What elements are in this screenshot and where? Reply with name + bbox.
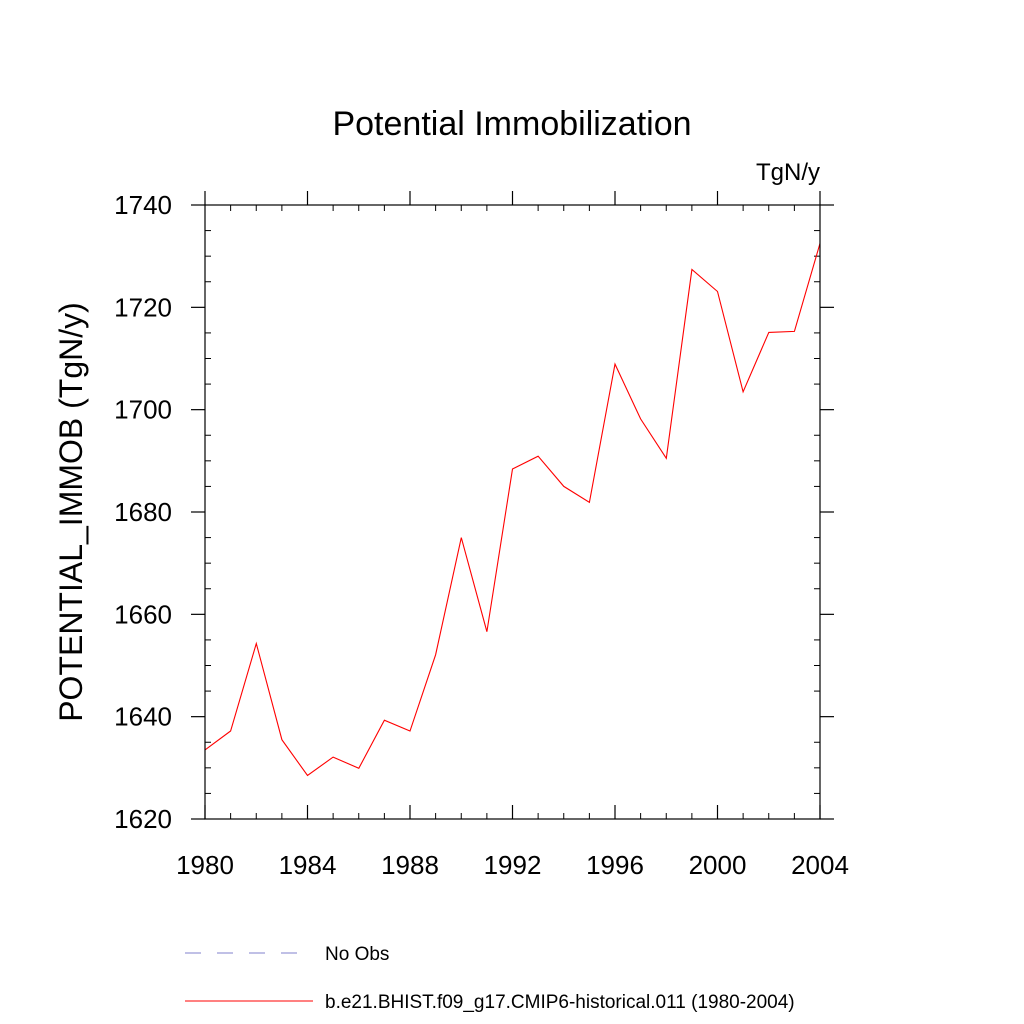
- x-tick-label: 1980: [176, 850, 234, 880]
- tick-labels: 1980 1984 1988 1992 1996 2000 2004 1620 1640 1660…: [114, 190, 849, 880]
- x-tick-label: 1988: [381, 850, 439, 880]
- y-tick-label: 1620: [114, 804, 172, 834]
- chart-title: Potential Immobilization: [332, 105, 691, 143]
- minor-ticks: [205, 205, 820, 819]
- series-layer: [204, 243, 821, 777]
- legend-label: No Obs: [325, 944, 389, 965]
- legend: No Obs b.e21.BHIST.f09_g17.CMIP6-historic…: [185, 944, 795, 1013]
- x-tick-label: 1984: [279, 850, 337, 880]
- major-ticks: [191, 191, 834, 820]
- plot-frame: [204, 204, 821, 820]
- y-tick-label: 1700: [114, 395, 172, 425]
- y-tick-label: 1740: [114, 190, 172, 220]
- x-tick-label: 2000: [689, 850, 747, 880]
- units-label: TgN/y: [756, 159, 820, 186]
- legend-label: b.e21.BHIST.f09_g17.CMIP6-historical.011…: [325, 992, 795, 1013]
- y-axis-label: POTENTIAL_IMMOB (TgN/y): [53, 302, 89, 722]
- x-tick-label: 2004: [791, 850, 849, 880]
- x-tick-label: 1996: [586, 850, 644, 880]
- series-line: [204, 243, 821, 777]
- y-tick-label: 1720: [114, 292, 172, 322]
- y-tick-label: 1680: [114, 497, 172, 527]
- y-tick-label: 1660: [114, 599, 172, 629]
- y-tick-label: 1640: [114, 702, 172, 732]
- x-tick-label: 1992: [484, 850, 542, 880]
